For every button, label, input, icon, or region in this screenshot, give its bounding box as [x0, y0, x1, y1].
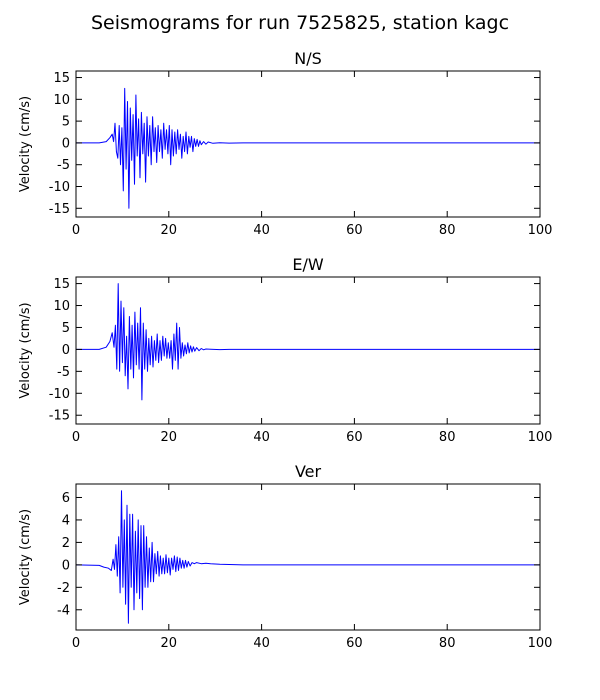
plot-frame — [75, 483, 541, 631]
y-axis-label: Velocity (cm/s) — [18, 96, 33, 192]
plot-frame — [75, 70, 541, 218]
y-tick-label: 15 — [53, 71, 70, 86]
y-tick-label: -5 — [57, 158, 70, 173]
x-tick-label: 40 — [253, 223, 270, 238]
x-tick-label: 40 — [253, 636, 270, 651]
y-tick-label: 2 — [62, 536, 70, 551]
velocity-trace — [76, 87, 540, 209]
panel-2: E/W Velocity (cm/s) 0 20 40 60 80 100 -15 -10 -5 0 5… — [18, 255, 552, 445]
x-tick-label: 100 — [528, 223, 553, 238]
panel-3: Ver Velocity (cm/s) 0 20 40 60 80 100 -4 -2 0 2 4 6 — [18, 462, 552, 651]
y-tick-label: 5 — [62, 321, 70, 336]
y-tick-label: 0 — [62, 558, 70, 573]
y-tick-label: 6 — [62, 491, 70, 506]
plot-frame — [75, 276, 541, 425]
panel-title: Ver — [295, 462, 322, 481]
y-tick-label: -5 — [57, 365, 70, 380]
y-tick-label: -15 — [49, 409, 70, 424]
y-tick-label: 4 — [62, 513, 70, 528]
y-tick-label: -10 — [49, 180, 70, 195]
x-tick-label: 60 — [346, 223, 363, 238]
panel-title: E/W — [292, 255, 324, 274]
y-tick-label: 10 — [53, 299, 70, 314]
y-tick-label: -4 — [57, 603, 70, 618]
y-tick-label: -15 — [49, 202, 70, 217]
x-tick-label: 60 — [346, 636, 363, 651]
panel-1: N/S Velocity (cm/s) 0 20 40 60 80 100 -15 -10 -5 0 5… — [18, 49, 552, 238]
x-tick-label: 100 — [528, 636, 553, 651]
x-tick-label: 20 — [161, 430, 178, 445]
y-tick-label: -10 — [49, 387, 70, 402]
x-tick-label: 0 — [72, 636, 80, 651]
y-tick-label: 0 — [62, 136, 70, 151]
x-tick-label: 80 — [439, 636, 456, 651]
x-tick-label: 80 — [439, 430, 456, 445]
y-tick-label: 5 — [62, 115, 70, 130]
y-axis-label: Velocity (cm/s) — [18, 302, 33, 398]
x-tick-label: 40 — [253, 430, 270, 445]
x-tick-label: 0 — [72, 223, 80, 238]
velocity-trace — [75, 490, 540, 624]
y-tick-label: -2 — [57, 581, 70, 596]
y-axis-label: Velocity (cm/s) — [18, 509, 33, 605]
x-tick-label: 60 — [346, 430, 363, 445]
x-tick-label: 20 — [161, 223, 178, 238]
panel-title: N/S — [294, 49, 322, 68]
figure-title: Seismograms for run 7525825, station kag… — [91, 12, 509, 34]
y-tick-label: 10 — [53, 93, 70, 108]
x-tick-label: 20 — [161, 636, 178, 651]
x-tick-label: 0 — [72, 430, 80, 445]
x-tick-label: 80 — [439, 223, 456, 238]
y-tick-label: 15 — [53, 277, 70, 292]
x-tick-label: 100 — [528, 430, 553, 445]
y-tick-label: 0 — [62, 343, 70, 358]
velocity-trace — [76, 283, 540, 401]
